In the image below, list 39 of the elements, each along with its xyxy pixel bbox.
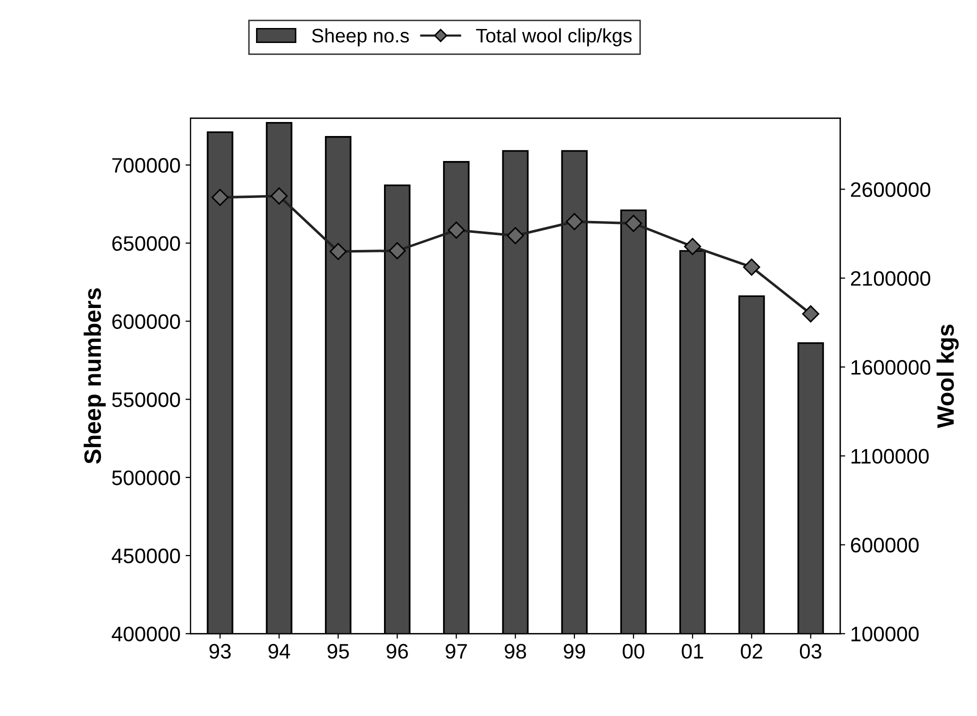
point — [684, 238, 702, 256]
y2-tick-label: 100000 — [852, 626, 919, 642]
point — [211, 188, 229, 206]
x-tick-label: 97 — [446, 644, 467, 659]
point — [743, 258, 760, 276]
y-tick-label: 700000 — [112, 158, 180, 173]
y-axis-title: Sheep numbers — [84, 288, 106, 464]
x-tick-label: 98 — [504, 644, 526, 659]
y2-tick-label: 1600000 — [852, 360, 930, 375]
x-tick-label: 93 — [209, 644, 231, 659]
legend-label: Sheep no.s — [312, 28, 409, 46]
y-tick-label: 400000 — [112, 626, 180, 642]
x-tick-label: 02 — [740, 644, 762, 659]
point — [506, 227, 524, 244]
point — [330, 242, 347, 260]
x-tick-label: 94 — [268, 644, 290, 659]
x-tick-label: 99 — [564, 644, 586, 659]
x-tick-label: 95 — [328, 644, 349, 659]
x-tick-label: 03 — [800, 644, 822, 659]
y-tick-label: 600000 — [112, 314, 180, 329]
point — [388, 242, 406, 260]
x-tick-label: 01 — [682, 644, 704, 659]
y-tick-label: 500000 — [112, 470, 180, 486]
point — [270, 187, 288, 205]
y-tick-label: 650000 — [112, 236, 180, 251]
point — [566, 213, 583, 230]
y2-tick-label: 2600000 — [850, 182, 930, 197]
y2-tick-label: 1100000 — [852, 448, 929, 464]
y-tick-label: 550000 — [112, 392, 180, 408]
legend-label: Total wool clip/kgs — [476, 28, 632, 46]
y-tick-label: 450000 — [112, 548, 180, 564]
point — [802, 305, 820, 322]
point — [448, 222, 465, 239]
x-tick-label: 00 — [622, 644, 644, 659]
point — [624, 214, 642, 232]
y2-tick-label: 2100000 — [850, 271, 930, 286]
y2-tick-label: 600000 — [851, 538, 919, 553]
y2-axis-title: Wool kgs — [936, 324, 959, 428]
x-tick-label: 96 — [386, 644, 408, 659]
